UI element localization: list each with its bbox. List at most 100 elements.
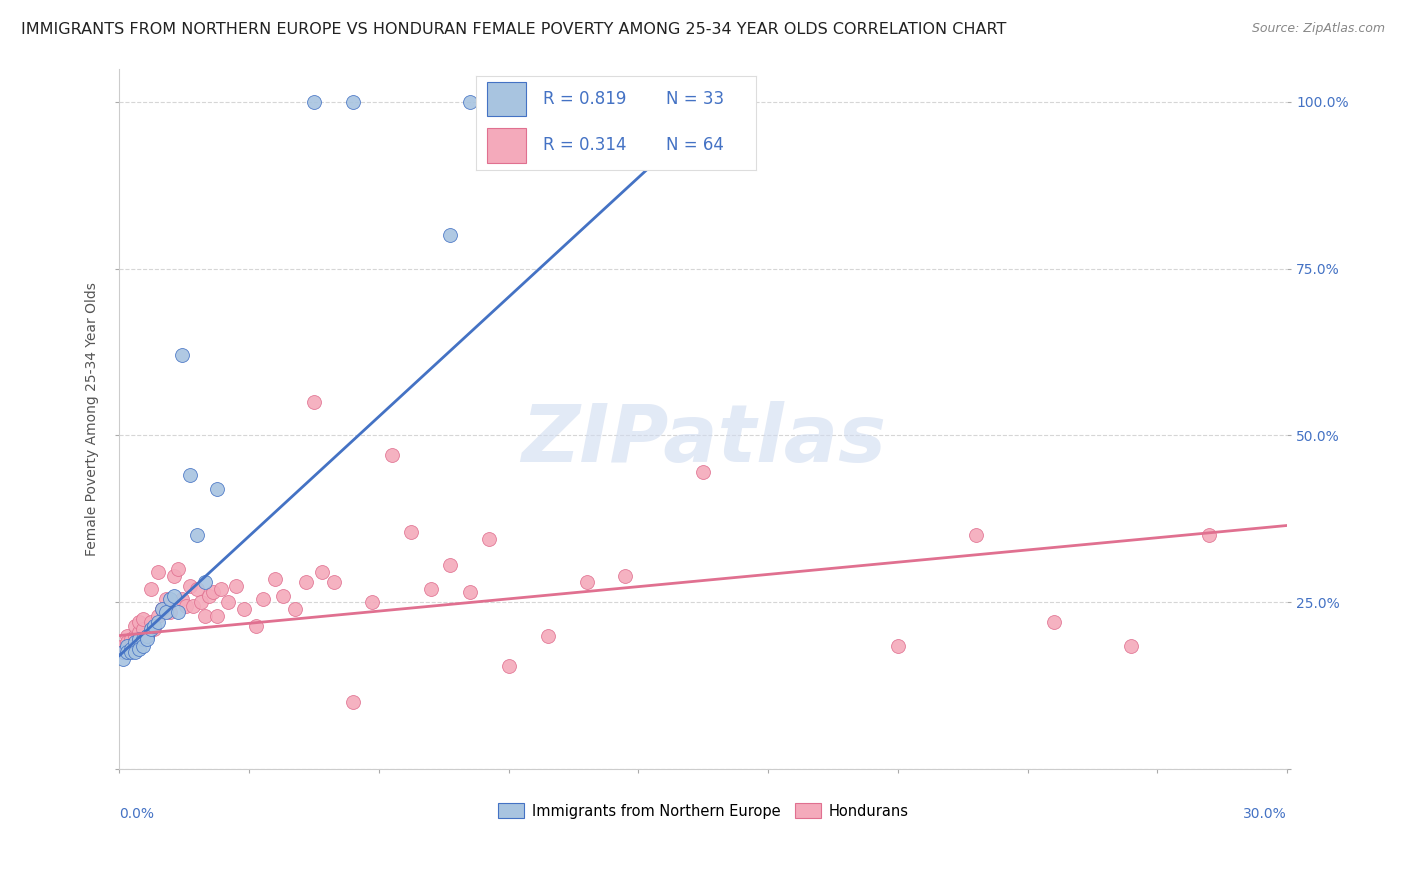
Point (419, 582, 441, 596)
Point (536, 628, 558, 642)
Legend: Immigrants from Northern Europe, Hondurans: Immigrants from Northern Europe, Hondura… (492, 797, 914, 825)
Y-axis label: Female Poverty Among 25-34 Year Olds: Female Poverty Among 25-34 Year Olds (86, 282, 100, 556)
Point (115, 645, 138, 659)
Point (342, 695, 364, 709)
Point (128, 632, 150, 646)
Point (166, 562, 188, 576)
Point (186, 582, 208, 596)
Point (112, 645, 135, 659)
Point (112, 639, 135, 653)
Point (155, 605, 177, 619)
Text: ZIPatlas: ZIPatlas (520, 401, 886, 479)
Text: Source: ZipAtlas.com: Source: ZipAtlas.com (1251, 22, 1385, 36)
Point (124, 628, 146, 642)
Point (139, 582, 162, 596)
Point (179, 578, 201, 592)
Point (174, 599, 197, 613)
Point (965, 528, 987, 542)
Text: IMMIGRANTS FROM NORTHERN EUROPE VS HONDURAN FEMALE POVERTY AMONG 25-34 YEAR OLDS: IMMIGRANTS FROM NORTHERN EUROPE VS HONDU… (21, 22, 1007, 37)
Point (170, 348, 193, 362)
Point (159, 591, 181, 606)
Point (575, 575, 598, 590)
Point (135, 628, 157, 642)
Point (166, 605, 188, 619)
Point (183, 599, 205, 613)
Point (458, 585, 481, 599)
Point (112, 645, 135, 659)
Point (302, 95, 325, 109)
Point (112, 652, 135, 666)
Point (155, 591, 177, 606)
Point (143, 622, 166, 636)
Point (148, 608, 170, 623)
Point (252, 591, 274, 606)
Point (150, 602, 173, 616)
Point (478, 532, 501, 546)
Point (190, 595, 212, 609)
Point (194, 575, 217, 590)
Point (536, 95, 558, 109)
Point (271, 589, 294, 603)
Point (692, 465, 714, 479)
Point (198, 589, 221, 603)
Point (209, 582, 232, 596)
Point (159, 605, 181, 619)
Point (205, 482, 228, 496)
Point (1121, 639, 1143, 653)
Point (217, 595, 239, 609)
Point (284, 602, 307, 616)
Point (143, 618, 166, 632)
Point (205, 608, 228, 623)
Point (139, 615, 162, 630)
Point (124, 635, 146, 649)
Point (322, 575, 344, 590)
Point (302, 395, 325, 409)
Point (135, 628, 157, 642)
Point (225, 578, 247, 592)
Point (186, 528, 208, 542)
Point (498, 658, 520, 673)
Point (264, 572, 287, 586)
Point (614, 95, 637, 109)
Point (115, 628, 138, 642)
Point (120, 641, 142, 656)
Point (1042, 615, 1064, 630)
Point (120, 639, 142, 653)
Point (115, 635, 138, 649)
Point (132, 612, 155, 626)
Point (132, 622, 155, 636)
Point (342, 95, 364, 109)
Point (401, 525, 423, 540)
Point (163, 568, 186, 582)
Point (128, 625, 150, 640)
Point (163, 589, 186, 603)
Point (887, 639, 910, 653)
Point (115, 639, 138, 653)
Point (132, 632, 155, 646)
Point (170, 591, 193, 606)
Point (120, 645, 142, 659)
Point (1198, 528, 1220, 542)
Point (179, 468, 201, 483)
Point (233, 602, 256, 616)
Point (245, 618, 267, 632)
Point (124, 645, 146, 659)
Point (132, 639, 155, 653)
Point (194, 608, 217, 623)
Point (311, 565, 333, 579)
Point (458, 95, 481, 109)
Point (361, 595, 384, 609)
Point (139, 622, 162, 636)
Point (295, 575, 318, 590)
Point (201, 585, 224, 599)
Text: 0.0%: 0.0% (120, 807, 155, 822)
Point (148, 615, 170, 630)
Point (124, 618, 146, 632)
Point (150, 602, 173, 616)
Text: 30.0%: 30.0% (1243, 807, 1286, 822)
Point (135, 632, 157, 646)
Point (439, 228, 461, 243)
Point (381, 449, 404, 463)
Point (439, 558, 461, 573)
Point (148, 565, 170, 579)
